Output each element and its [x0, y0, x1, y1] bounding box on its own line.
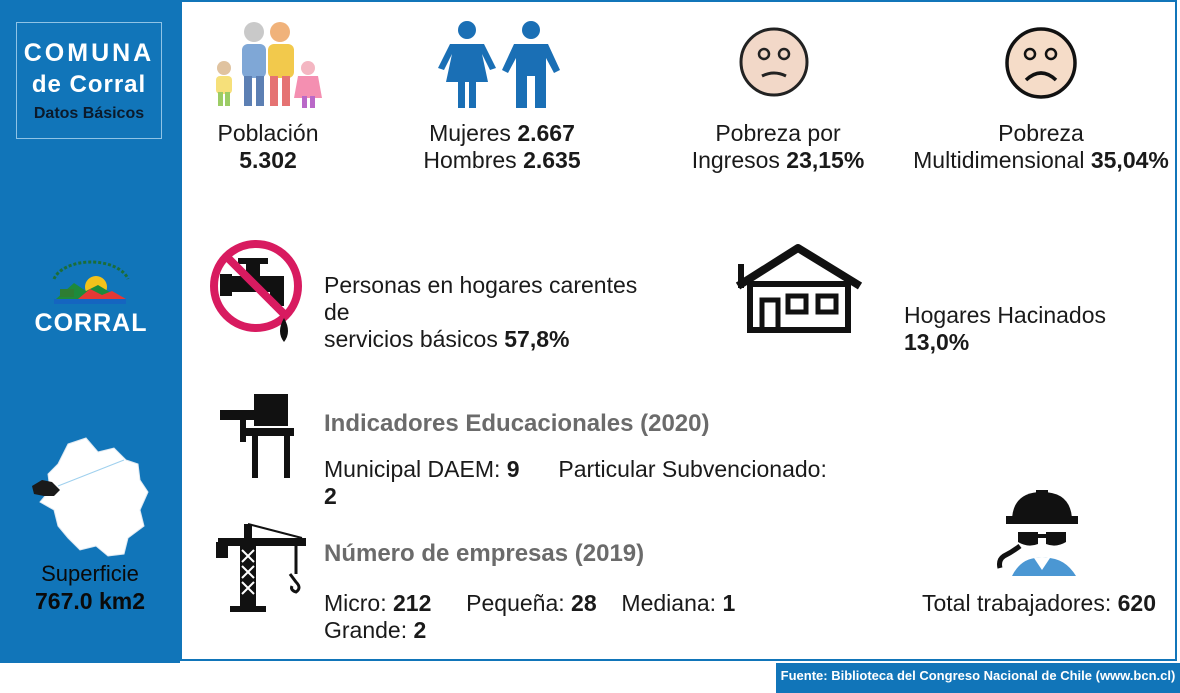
particular-value: 2: [324, 483, 337, 509]
income-poverty-stat: Pobreza por Ingresos 23,15%: [680, 120, 876, 174]
title-line-3: Datos Básicos: [33, 105, 145, 122]
income-poverty-label-1: Pobreza por: [715, 120, 841, 146]
commune-title-box: COMUNA de Corral Datos Básicos: [16, 22, 162, 139]
pequena-value: 28: [571, 590, 597, 616]
workers-stat: Total trabajadores: 620: [922, 590, 1172, 617]
overcrowded-value: 13,0%: [904, 329, 970, 355]
mediana-value: 1: [722, 590, 736, 616]
title-line-1: COMUNA: [23, 39, 155, 67]
pequena-label: Pequeña:: [466, 590, 565, 616]
house-icon: [735, 244, 863, 333]
multidimensional-poverty-stat: Pobreza Multidimensional 35,04%: [912, 120, 1170, 174]
crane-icon: [216, 523, 306, 612]
no-water-icon: [210, 240, 302, 342]
education-title: Indicadores Educacionales (2020): [324, 410, 710, 437]
municipal-label: Municipal DAEM:: [324, 456, 501, 482]
population-value: 5.302: [239, 147, 297, 173]
income-poverty-line-2: Ingresos 23,15%: [691, 147, 865, 173]
corral-logo: CORRAL: [26, 253, 156, 337]
very-sad-face-icon: [1005, 27, 1077, 99]
corral-logo-icon: [52, 260, 130, 304]
source-footer: Fuente: Biblioteca del Congreso Nacional…: [776, 663, 1180, 693]
worker-icon: [997, 490, 1078, 576]
grande-label: Grande:: [324, 617, 408, 643]
family-icon: [216, 22, 322, 108]
basic-services-stat: Personas en hogares carentes de servicio…: [324, 272, 664, 353]
multi-poverty-line-2: Multidimensional 35,04%: [913, 147, 1169, 173]
commune-map-icon: [32, 437, 149, 557]
micro-label: Micro:: [324, 590, 387, 616]
school-desk-icon: [220, 394, 294, 478]
surface-value: 767.0 km2: [35, 588, 145, 614]
municipal-value: 9: [506, 456, 520, 482]
companies-title: Número de empresas (2019): [324, 540, 645, 567]
man-icon: [502, 21, 560, 108]
grande-value: 2: [413, 617, 427, 643]
multi-poverty-label-1: Pobreza: [998, 120, 1084, 146]
basic-services-line-2: servicios básicos 57,8%: [324, 326, 570, 352]
mediana-label: Mediana:: [621, 590, 717, 616]
commune-map: [28, 430, 156, 560]
men-line: Hombres 2.635: [423, 147, 581, 173]
surface-label: Superficie: [41, 561, 139, 586]
workers-label: Total trabajadores:: [922, 590, 1112, 616]
gender-stat: Mujeres 2.667 Hombres 2.635: [404, 120, 600, 174]
education-values: Municipal DAEM: 9 Particular Subvenciona…: [324, 456, 844, 510]
companies-values: Micro: 212 Pequeña: 28 Mediana: 1 Grande…: [324, 590, 844, 644]
basic-services-label-1: Personas en hogares carentes de: [324, 272, 638, 325]
workers-value: 620: [1117, 590, 1156, 616]
population-stat: Población 5.302: [200, 120, 336, 174]
logo-text: CORRAL: [34, 309, 148, 337]
micro-value: 212: [393, 590, 432, 616]
sad-face-icon: [739, 27, 809, 97]
particular-label: Particular Subvencionado:: [558, 456, 827, 482]
overcrowded-label: Hogares Hacinados: [904, 302, 1107, 328]
title-line-2: de Corral: [31, 71, 147, 98]
woman-icon: [438, 21, 496, 108]
women-line: Mujeres 2.667: [429, 120, 575, 146]
overcrowded-stat: Hogares Hacinados 13,0%: [904, 302, 1164, 356]
population-label: Población: [217, 120, 319, 146]
sidebar: COMUNA de Corral Datos Básicos CORRAL Su…: [0, 0, 180, 663]
